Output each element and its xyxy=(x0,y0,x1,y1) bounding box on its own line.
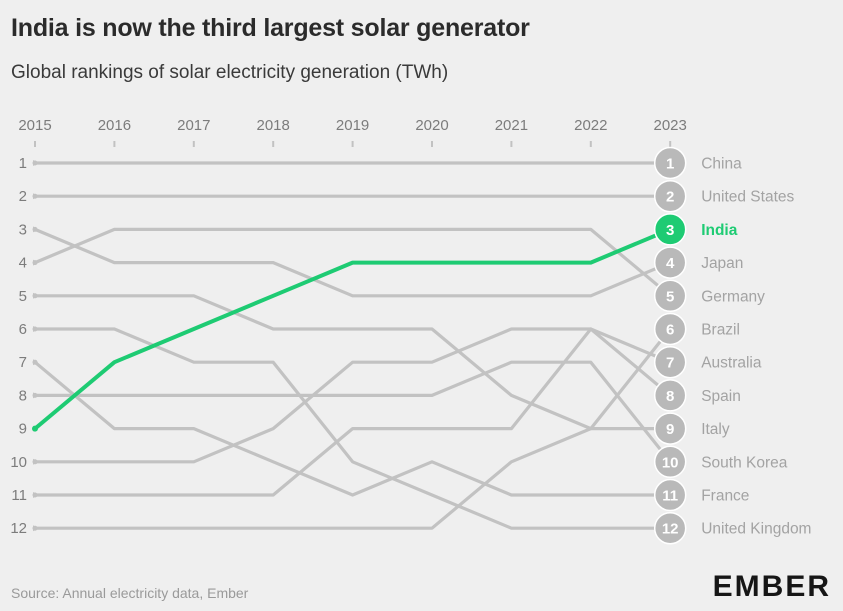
x-tick-label: 2018 xyxy=(257,117,290,134)
y-tick-label: 2 xyxy=(19,188,27,205)
country-label: India xyxy=(701,222,738,239)
y-tick-label: 8 xyxy=(19,387,27,404)
rank-circle xyxy=(653,213,687,246)
rank-circle xyxy=(653,279,687,313)
country-label: United States xyxy=(701,189,794,206)
country-label: Spain xyxy=(701,388,741,405)
source-note: Source: Annual electricity data, Ember xyxy=(11,585,249,601)
rank-circle xyxy=(653,312,687,346)
series-line-germany xyxy=(33,227,672,298)
rank-circle xyxy=(653,179,687,213)
series-line-india xyxy=(33,227,673,431)
country-label: Japan xyxy=(701,255,743,272)
x-tick-label: 2022 xyxy=(574,117,607,134)
series-lines xyxy=(32,160,673,531)
chart-subtitle: Global rankings of solar electricity gen… xyxy=(11,62,449,83)
series-start-brazil xyxy=(32,525,38,531)
x-tick-label: 2023 xyxy=(654,117,687,134)
series-start-japan xyxy=(32,226,38,232)
series-line-united-kingdom xyxy=(33,327,672,530)
y-tick-label: 12 xyxy=(10,520,27,537)
rank-number: 2 xyxy=(666,189,674,206)
rank-number: 4 xyxy=(666,255,675,272)
country-label: Australia xyxy=(701,355,762,372)
y-tick-label: 9 xyxy=(19,421,27,438)
x-tick-label: 2016 xyxy=(98,117,131,134)
country-label: Brazil xyxy=(701,322,740,339)
rank-number: 9 xyxy=(666,421,674,438)
x-tick-label: 2015 xyxy=(18,117,51,134)
ember-logo: EMBER xyxy=(712,570,831,603)
country-label: France xyxy=(701,488,749,505)
series-line-italy xyxy=(33,294,672,431)
rank-circle xyxy=(653,146,687,180)
rank-circle xyxy=(653,246,687,279)
series-start-united-kingdom xyxy=(32,326,38,332)
rank-number: 3 xyxy=(666,222,674,239)
end-labels: 1 China 2 United States 3 India 4 Japan 5 Germany… xyxy=(653,146,811,545)
y-tick-label: 5 xyxy=(19,288,27,305)
country-label: South Korea xyxy=(701,454,788,471)
x-tick-label: 2020 xyxy=(415,117,448,134)
country-label: United Kingdom xyxy=(701,521,811,538)
series-start-south-korea xyxy=(32,392,38,398)
series-start-italy xyxy=(32,293,38,299)
bump-chart: 2015 2016 2017 2018 2019 2020 2021 2022 2023 123… xyxy=(10,117,811,545)
y-tick-label: 10 xyxy=(10,454,27,471)
y-tick-label: 3 xyxy=(19,221,27,238)
series-start-france xyxy=(32,359,38,365)
y-tick-label: 6 xyxy=(19,321,27,338)
rank-number: 12 xyxy=(662,521,679,538)
series-start-germany xyxy=(32,260,38,266)
rank-number: 11 xyxy=(662,488,678,505)
rank-number: 10 xyxy=(662,454,679,471)
y-tick-label: 1 xyxy=(19,155,27,172)
y-tick-label: 11 xyxy=(11,487,27,504)
rank-number: 7 xyxy=(666,355,674,372)
series-line-brazil xyxy=(33,327,672,530)
series-start-spain xyxy=(32,459,38,465)
series-line-japan xyxy=(33,227,672,298)
x-tick-label: 2021 xyxy=(495,117,528,134)
rank-circle xyxy=(653,445,687,479)
rank-circle xyxy=(653,345,687,379)
rank-circle xyxy=(653,478,687,512)
series-line-spain xyxy=(33,327,672,464)
y-tick-label: 7 xyxy=(19,354,27,371)
series-start-india xyxy=(32,425,38,432)
rank-circle xyxy=(653,511,687,545)
x-tick-label: 2017 xyxy=(177,117,210,134)
x-axis: 2015 2016 2017 2018 2019 2020 2021 2022 2023 xyxy=(18,117,687,147)
country-label: Germany xyxy=(701,288,765,305)
series-start-united-states xyxy=(32,193,38,199)
series-line-france xyxy=(33,360,672,497)
country-label: China xyxy=(701,156,742,173)
rank-number: 6 xyxy=(666,322,674,339)
rank-number: 8 xyxy=(666,388,674,405)
rank-circle xyxy=(653,412,687,445)
country-label: Italy xyxy=(701,421,730,438)
series-start-australia xyxy=(32,492,38,498)
rank-circle xyxy=(653,379,687,412)
rank-number: 1 xyxy=(666,156,674,173)
series-start-china xyxy=(32,160,38,166)
rank-number: 5 xyxy=(666,288,674,305)
y-tick-label: 4 xyxy=(19,255,27,272)
chart-title: India is now the third largest solar gen… xyxy=(11,14,530,42)
x-tick-label: 2019 xyxy=(336,117,369,134)
series-line-south-korea xyxy=(33,360,672,464)
